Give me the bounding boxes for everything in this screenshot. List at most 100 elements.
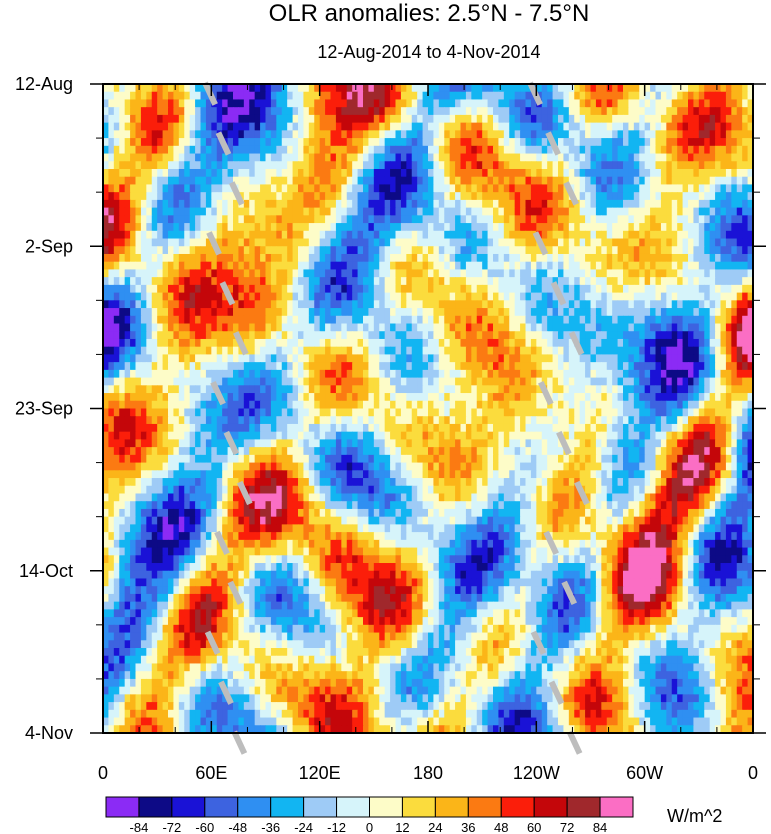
field-cell — [205, 354, 212, 363]
field-cell — [254, 91, 261, 101]
field-cell — [140, 277, 147, 286]
field-cell — [292, 354, 299, 363]
field-cell — [265, 284, 272, 294]
field-cell — [119, 114, 126, 124]
field-cell — [633, 215, 640, 224]
field-cell — [574, 207, 581, 216]
field-cell — [666, 168, 673, 178]
field-cell — [178, 215, 185, 224]
field-cell — [124, 176, 131, 186]
field-cell — [243, 238, 250, 247]
field-cell — [476, 207, 483, 216]
field-cell — [146, 253, 153, 263]
field-cell — [465, 215, 472, 224]
field-cell — [428, 308, 435, 317]
field-cell — [563, 84, 570, 93]
field-cell — [525, 261, 532, 271]
field-cell — [303, 315, 310, 325]
field-cell — [509, 362, 516, 371]
field-cell — [233, 393, 240, 402]
field-cell — [493, 377, 500, 386]
field-cell — [460, 215, 467, 224]
field-cell — [119, 400, 126, 410]
field-cell — [460, 107, 467, 116]
field-cell — [135, 300, 142, 309]
field-cell — [335, 362, 342, 371]
field-cell — [108, 277, 115, 286]
field-cell — [178, 91, 185, 101]
field-cell — [146, 184, 153, 193]
field-cell — [357, 362, 364, 371]
field-cell — [200, 253, 207, 263]
field-cell — [162, 238, 169, 247]
field-cell — [178, 354, 185, 363]
field-cell — [119, 393, 126, 402]
field-cell — [162, 84, 169, 93]
field-cell — [113, 292, 120, 301]
field-cell — [162, 153, 169, 162]
field-cell — [200, 315, 207, 325]
field-cell — [211, 400, 218, 410]
field-cell — [715, 161, 722, 170]
field-cell — [287, 338, 294, 348]
field-cell — [606, 91, 613, 101]
field-cell — [438, 315, 445, 325]
field-cell — [438, 91, 445, 101]
field-cell — [633, 223, 640, 232]
field-cell — [184, 184, 191, 193]
field-cell — [449, 145, 456, 155]
field-cell — [688, 369, 695, 379]
field-cell — [281, 153, 288, 162]
field-cell — [720, 215, 727, 224]
field-cell — [335, 277, 342, 286]
field-cell — [417, 369, 424, 379]
field-cell — [585, 153, 592, 162]
field-cell — [119, 145, 126, 155]
field-cell — [113, 176, 120, 186]
field-cell — [520, 331, 527, 340]
field-cell — [590, 369, 597, 379]
field-cell — [335, 215, 342, 224]
field-cell — [335, 84, 342, 93]
field-cell — [487, 223, 494, 232]
field-cell — [178, 253, 185, 263]
field-cell — [146, 269, 153, 278]
field-cell — [503, 84, 510, 93]
field-cell — [270, 161, 277, 170]
field-cell — [130, 369, 137, 379]
field-cell — [400, 261, 407, 271]
field-cell — [660, 138, 667, 147]
field-cell — [623, 369, 630, 379]
field-cell — [617, 385, 624, 394]
field-cell — [465, 331, 472, 340]
field-cell — [503, 284, 510, 294]
field-cell — [731, 284, 738, 294]
field-cell — [498, 300, 505, 309]
field-cell — [498, 215, 505, 224]
field-cell — [487, 369, 494, 379]
field-cell — [558, 199, 565, 209]
field-cell — [558, 114, 565, 124]
field-cell — [693, 369, 700, 379]
field-cell — [335, 238, 342, 247]
field-cell — [476, 114, 483, 124]
field-cell — [368, 122, 375, 131]
field-cell — [644, 377, 651, 386]
field-cell — [725, 369, 732, 379]
field-cell — [530, 161, 537, 170]
field-cell — [227, 308, 234, 317]
field-cell — [195, 199, 202, 209]
field-cell — [503, 377, 510, 386]
field-cell — [173, 199, 180, 209]
field-cell — [281, 269, 288, 278]
field-cell — [736, 114, 743, 124]
field-cell — [601, 246, 608, 255]
field-cell — [146, 84, 153, 93]
field-cell — [265, 207, 272, 216]
field-cell — [671, 323, 678, 332]
field-cell — [623, 246, 630, 255]
field-cell — [341, 315, 348, 325]
field-cell — [157, 400, 164, 410]
field-cell — [747, 346, 754, 356]
field-cell — [736, 323, 743, 332]
